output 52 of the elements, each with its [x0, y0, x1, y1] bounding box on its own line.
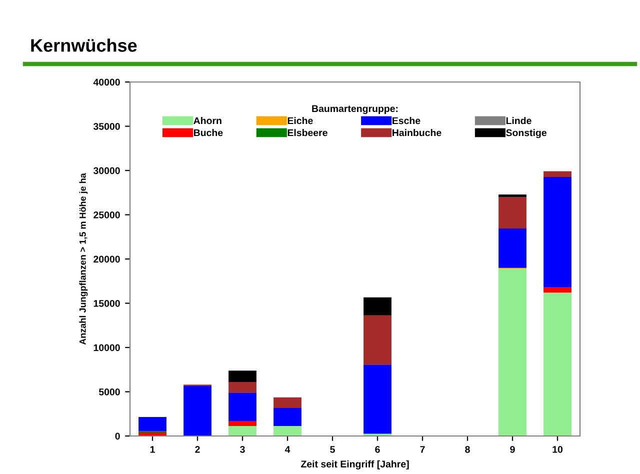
bar [498, 268, 526, 436]
legend-title: Baumartengruppe: [312, 105, 398, 114]
bar [544, 292, 572, 436]
bar [184, 386, 212, 436]
legend-label: Buche [194, 129, 223, 136]
y-tick-label: 0 [115, 432, 120, 440]
bar [544, 287, 572, 293]
x-tick-label: 8 [465, 446, 470, 453]
y-tick-label: 25000 [94, 211, 120, 218]
x-tick-label: 5 [330, 446, 335, 453]
bar [228, 420, 256, 426]
y-tick-label: 35000 [93, 122, 120, 130]
legend-label: Eiche [288, 116, 313, 124]
y-tick-label: 15000 [94, 300, 120, 307]
y-tick-label: 30000 [93, 167, 120, 174]
bar [274, 426, 302, 436]
x-axis-title: Zeit seit Eingriff [Jahre] [301, 460, 409, 470]
legend-label: Sonstige [506, 129, 546, 138]
x-tick-label: 7 [420, 446, 425, 453]
bar [274, 397, 302, 408]
x-tick-label: 9 [510, 446, 515, 453]
bar [498, 194, 526, 198]
x-tick-label: 10 [552, 446, 563, 453]
bar [364, 364, 392, 434]
bar [228, 392, 256, 421]
y-tick-label: 5000 [98, 388, 120, 396]
x-tick-label: 1 [150, 446, 155, 453]
y-tick-label: 20000 [94, 256, 120, 263]
legend-label: Ahorn [194, 116, 222, 124]
x-tick-label: 2 [195, 446, 200, 453]
bar [228, 370, 256, 382]
bar [544, 171, 572, 177]
bar [498, 197, 526, 228]
bar [138, 416, 166, 432]
x-tick-label: 6 [375, 446, 380, 453]
y-tick-label: 40000 [93, 78, 120, 86]
legend-label: Linde [506, 116, 532, 124]
legend-label: Hainbuche [392, 129, 442, 136]
y-axis-title: Anzahl Jungpflanzen > 1,5 m Höhe je ha [79, 173, 88, 345]
bar [274, 408, 302, 426]
bar [228, 382, 256, 393]
bar [544, 176, 572, 288]
legend-label: Esche [392, 116, 420, 124]
bar [498, 228, 526, 268]
chart-title: Kernwüchse [31, 38, 137, 52]
bar [364, 315, 392, 365]
y-tick-label: 10000 [94, 344, 120, 352]
x-tick-label: 4 [284, 446, 290, 453]
x-tick-label: 3 [240, 446, 245, 453]
legend-label: Elsbeere [288, 129, 328, 136]
bar [228, 426, 256, 436]
bar [364, 297, 392, 316]
